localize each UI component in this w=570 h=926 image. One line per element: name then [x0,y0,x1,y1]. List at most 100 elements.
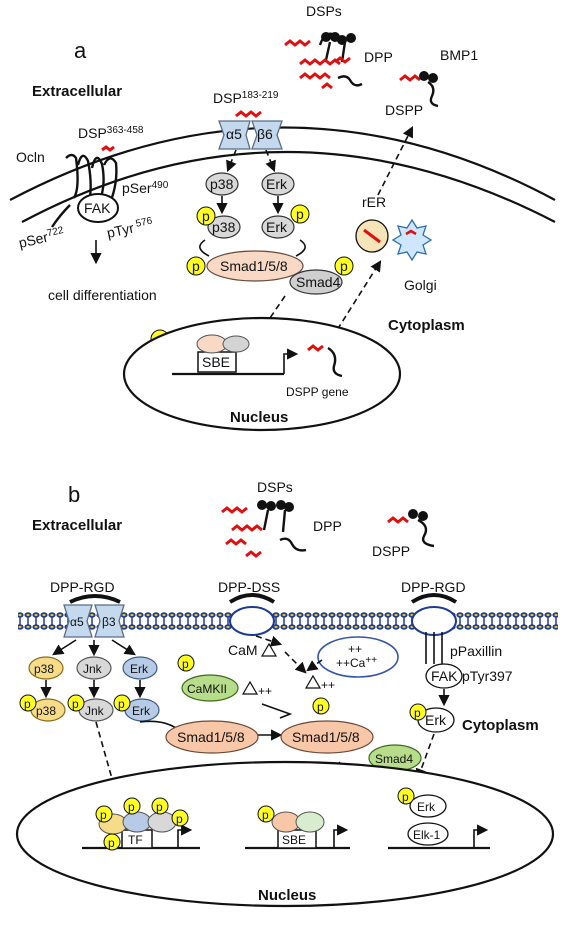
phospho-p: p [296,206,304,222]
rer-label: rER [362,194,386,210]
ca-plus-top: ++ [348,642,362,656]
ca-cam-triangle [304,674,322,689]
dspp-mrna [327,346,343,378]
phospho-p: p [202,208,210,224]
elk1-node [407,822,449,846]
sbe-label-a: SBE [202,354,230,370]
smad158-node-b2 [280,720,374,754]
dsps-label-b: DSPs [257,479,293,495]
erk-node-a [261,172,295,196]
dss-receptor [229,606,275,636]
golgi-label: Golgi [404,277,437,293]
extracellular-label-a: Extracellular [32,83,122,100]
erk-to-nucleus-arrow [415,733,435,781]
camkii-label: CaMKII [187,682,227,696]
gene-to-rer-arrow [331,260,382,339]
tf-jnk [147,811,177,833]
kinases-to-tf-arrow [95,721,118,800]
p-p38-node-a [207,215,241,239]
integrin-a5b3: α5 β3 [63,604,125,638]
camkii-node [181,674,239,702]
phospho-p: p [128,800,135,814]
smad158-label-b2: Smad1/5/8 [292,729,360,745]
p38-label-b1: p38 [34,662,54,676]
camkii-plus: ++ [258,684,272,698]
bmp1-label: BMP1 [440,47,478,63]
dsp183-label: DSP183-219 [213,90,279,106]
cam-to-complex-arrow [284,651,307,674]
smad4-node-a [289,269,343,295]
erk-nuclear-phospho-badge [397,787,415,805]
fak-label-a: FAK [84,200,111,216]
ca-release-arrow [306,659,323,672]
transcription-start-elk [473,824,489,848]
p-erk-node-a [261,215,295,239]
erk-node-b1 [122,656,158,680]
cell-differentiation-label: cell differentiation [48,287,157,303]
dsp363-peptide [101,145,115,152]
rgd-receptor-right [411,606,457,636]
integrin-a5b6: α5 β6 [218,120,283,150]
panel-a-label: a [74,38,87,63]
integrin-to-p38-arrow [226,149,237,173]
sbe-label-b: SBE [282,833,306,847]
transcription-start-tf [177,824,193,848]
ocln-label: Ocln [16,149,45,165]
golgi-peptide [405,229,417,236]
smad158-label-b1: Smad1/5/8 [177,729,245,745]
cam-triangle [260,642,278,657]
dsps-cluster-a [284,32,363,90]
integrin-to-erk-arrow [265,149,276,173]
dpp-dss-ligand [228,593,276,604]
erk-label-a2: Erk [266,219,288,235]
dspp-gene-label: DSPP gene [286,385,349,399]
outer-membrane-arc [9,126,556,201]
cytoplasm-label-a: Cytoplasm [388,317,465,334]
dsps-label-a: DSPs [306,3,342,19]
fak-node-b [425,663,463,689]
dspp-label-b: DSPP [372,543,410,559]
dpp-dss-label: DPP-DSS [218,579,280,595]
panel-a: a Extracellular DSPs DPP BMP1 [9,3,556,432]
alpha5-label-b: α5 [70,615,84,629]
p38-label-a1: p38 [210,176,234,192]
jnk-label-b2: Jnk [85,704,105,718]
dspp-mrna-red [307,344,324,352]
smad158-node-a [206,250,304,282]
ptyr576-label: pTyr 576 [105,215,154,240]
dpp-rgd-right-ligand [410,593,458,604]
sbe-phospho-p: p [262,808,269,822]
p38-label-a2: p38 [212,219,236,235]
sbe-box-b [277,829,317,849]
alpha5-label-a: α5 [226,126,242,142]
beta6-label: β6 [257,126,273,142]
ptyr397-label: pTyr397 [462,668,513,684]
p38-to-smad-curve [199,239,210,257]
elk1-label: Elk-1 [413,828,441,842]
phospho-p: p [108,836,115,850]
smad-complex-a2 [222,335,250,353]
phospho-p: p [340,258,348,274]
erk-to-smad-curve [295,239,306,257]
rer-peptide [363,228,381,244]
smad158-node-b1 [165,720,259,754]
dsp363-label: DSP363-458 [78,125,144,141]
erk-label-a1: Erk [266,176,288,192]
fak-node-a [77,193,119,223]
dsp183-peptide [235,110,262,118]
cytoplasm-label-b: Cytoplasm [462,717,539,734]
phospho-p: p [100,808,107,822]
phospho-p: p [182,657,189,671]
panel-b: b Extracellular DSPs DPP DSPP DPP-RGD DP… [15,479,558,908]
phospho-p: p [414,706,421,720]
phospho-badges-a: p p p p p [150,204,354,349]
receptor-to-ca-arrow [255,635,283,647]
sbe-smad4 [295,811,325,833]
tf-erk [122,811,152,833]
inner-membrane-arc [21,151,556,223]
jnk-node-b1 [76,656,112,680]
ppaxillin-label: pPaxillin [450,643,502,659]
dpp-rgd-left-ligand [69,594,121,604]
